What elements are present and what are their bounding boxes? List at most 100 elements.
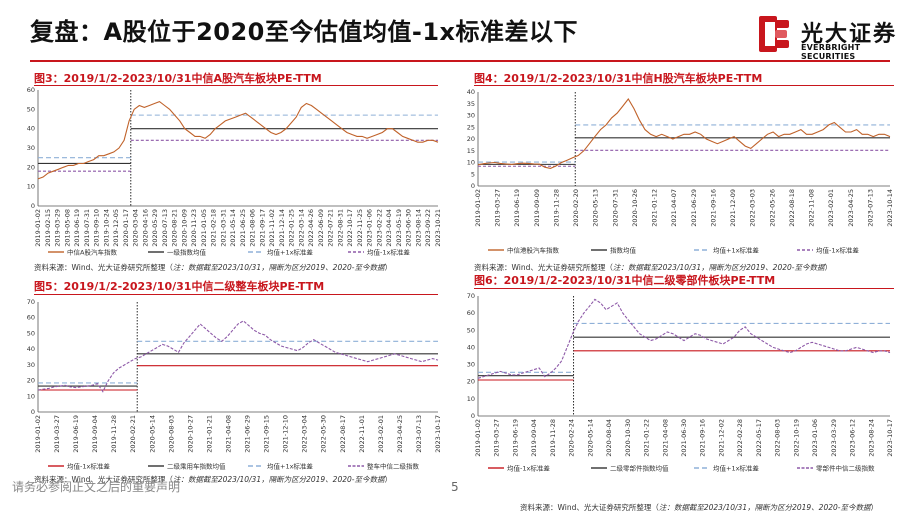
x-tick-label: 2022-10-17 bbox=[346, 209, 354, 247]
page-number: 5 bbox=[451, 480, 459, 494]
x-tick-label: 2019-09-04 bbox=[91, 415, 99, 453]
x-tick-label: 2023-10-14 bbox=[886, 189, 894, 227]
x-tick-label: 2019-10-24 bbox=[102, 209, 110, 247]
x-tick-label: 2019-11-28 bbox=[552, 189, 560, 227]
brand-logo: 光大证券 EVERBRIGHT SECURITIES bbox=[757, 14, 917, 61]
legend-label: 均值+1x标准差 bbox=[267, 462, 313, 471]
legend-label: 一级指数均值 bbox=[167, 248, 207, 257]
y-tick-label: 0 bbox=[471, 182, 475, 190]
figure-4-underline bbox=[474, 85, 894, 86]
x-tick-label: 2021-09-15 bbox=[263, 415, 271, 453]
x-tick-label: 2021-03-31 bbox=[219, 209, 227, 247]
x-tick-label: 2023-08-14 bbox=[414, 209, 422, 247]
x-tick-label: 2020-03-04 bbox=[132, 209, 140, 247]
x-tick-label: 2021-01-21 bbox=[205, 415, 213, 453]
x-tick-label: 2021-09-16 bbox=[699, 419, 707, 457]
x-tick-label: 2021-04-08 bbox=[661, 419, 669, 457]
legend-label: 均值-1x标准差 bbox=[507, 464, 550, 473]
x-tick-label: 2020-05-14 bbox=[148, 415, 156, 453]
y-tick-label: 30 bbox=[27, 361, 35, 369]
everbright-logo-icon bbox=[759, 16, 789, 52]
x-tick-label: 2021-09-17 bbox=[258, 209, 266, 247]
x-tick-label: 2020-10-26 bbox=[631, 189, 639, 227]
y-tick-label: 0 bbox=[31, 202, 35, 210]
y-tick-label: 20 bbox=[467, 378, 475, 386]
figure-5-underline bbox=[34, 294, 438, 295]
x-tick-label: 2022-11-08 bbox=[808, 189, 816, 227]
legend-label: 指数均值 bbox=[610, 246, 637, 255]
x-tick-label: 2023-02-01 bbox=[827, 189, 835, 227]
y-tick-label: 10 bbox=[467, 395, 475, 403]
legend-label: 均值-1x标准差 bbox=[367, 248, 410, 257]
disclaimer-text: 请务必参阅正文之后的重要声明 bbox=[12, 480, 181, 494]
x-tick-label: 2023-06-30 bbox=[405, 209, 413, 247]
x-tick-label: 2020-07-13 bbox=[161, 209, 169, 247]
x-tick-label: 2021-01-12 bbox=[651, 189, 659, 227]
legend-label: 均值+1x标准差 bbox=[713, 464, 759, 473]
legend-label: 均值+1x标准差 bbox=[267, 248, 313, 257]
x-tick-label: 2021-12-09 bbox=[729, 189, 737, 227]
x-tick-label: 2020-11-23 bbox=[190, 209, 198, 247]
x-tick-label: 2022-04-26 bbox=[307, 209, 315, 247]
figure-6-underline bbox=[474, 288, 894, 289]
y-tick-label: 10 bbox=[27, 183, 35, 191]
x-tick-label: 2021-08-06 bbox=[249, 209, 257, 247]
main-series-line bbox=[37, 100, 439, 180]
x-tick-label: 2021-06-25 bbox=[239, 209, 247, 247]
x-tick-label: 2019-01-02 bbox=[474, 419, 482, 457]
x-tick-label: 2021-11-02 bbox=[268, 209, 276, 247]
x-tick-label: 2019-06-19 bbox=[511, 419, 519, 457]
figure-6-source: 资料来源：Wind、光大证券研究所整理（注：数据截至2023/10/31，隔断为… bbox=[520, 503, 878, 512]
legend-label: 中信A股汽车指数 bbox=[67, 248, 117, 257]
figure-5-chart: 0 10 20 30 40 50 60 70 2019-01-02 2019-03-27 2019-… bbox=[27, 298, 442, 471]
x-tick-label: 2022-10-19 bbox=[792, 419, 800, 457]
figure-5-source: 资料来源：Wind、光大证券研究所整理（注：数据截至2023/10/31，隔断为… bbox=[34, 475, 392, 484]
x-tick-label: 2023-02-22 bbox=[375, 209, 383, 247]
x-tick-label: 2019-11-28 bbox=[549, 419, 557, 457]
y-tick-label: 35 bbox=[467, 100, 475, 108]
x-tick-label: 2019-09-10 bbox=[93, 209, 101, 247]
figure-6-title: 图6：2019/1/2-2023/10/31中信二级零部件板块PE-TTM bbox=[474, 274, 776, 287]
figure-4-chart: 0 5 10 15 20 25 30 35 40 2019-01-02 2019-03-27 2019… bbox=[467, 88, 894, 255]
x-tick-label: 2020-08-04 bbox=[605, 419, 613, 457]
x-tick-label: 2020-08-03 bbox=[167, 415, 175, 453]
legend-label: 均值-1x标准差 bbox=[67, 462, 110, 471]
x-tick-label: 2019-05-08 bbox=[63, 209, 71, 247]
x-tick-label: 2021-04-08 bbox=[224, 415, 232, 453]
x-tick-label: 2019-01-02 bbox=[34, 415, 42, 453]
x-tick-label: 2021-06-29 bbox=[690, 189, 698, 227]
x-tick-label: 2021-09-16 bbox=[709, 189, 717, 227]
x-tick-label: 2023-10-17 bbox=[886, 419, 894, 457]
y-tick-label: 30 bbox=[467, 361, 475, 369]
legend-label: 二级乘用车指数均值 bbox=[167, 462, 226, 471]
y-tick-label: 40 bbox=[467, 88, 475, 96]
x-tick-label: 2020-01-17 bbox=[122, 209, 130, 247]
x-tick-label: 2020-02-21 bbox=[129, 415, 137, 453]
legend-label: 二级零部件指数均值 bbox=[610, 464, 669, 473]
x-tick-label: 2021-06-29 bbox=[244, 415, 252, 453]
x-tick-label: 2023-03-29 bbox=[830, 419, 838, 457]
x-tick-label: 2023-04-25 bbox=[396, 415, 404, 453]
x-tick-label: 2022-08-31 bbox=[336, 209, 344, 247]
y-tick-label: 15 bbox=[467, 147, 475, 155]
x-tick-label: 2020-05-14 bbox=[586, 419, 594, 457]
y-tick-label: 25 bbox=[467, 123, 475, 131]
x-tick-label: 2019-06-19 bbox=[72, 415, 80, 453]
logo-text-en: EVERBRIGHT SECURITIES bbox=[801, 43, 861, 61]
x-tick-label: 2023-01-06 bbox=[366, 209, 374, 247]
y-tick-label: 40 bbox=[27, 125, 35, 133]
x-tick-label: 2022-07-21 bbox=[327, 209, 335, 247]
x-tick-label: 2019-07-31 bbox=[83, 209, 91, 247]
legend-label: 整车中信二级指数 bbox=[367, 462, 420, 471]
legend-label: 均值-1x标准差 bbox=[816, 246, 859, 255]
x-tick-label: 2020-04-16 bbox=[141, 209, 149, 247]
x-tick-label: 2022-02-28 bbox=[736, 419, 744, 457]
x-tick-label: 2019-09-09 bbox=[533, 189, 541, 227]
x-tick-label: 2020-07-31 bbox=[611, 189, 619, 227]
x-tick-label: 2022-03-03 bbox=[749, 189, 757, 227]
x-tick-label: 2023-06-12 bbox=[849, 419, 857, 457]
x-tick-label: 2022-05-17 bbox=[755, 419, 763, 457]
x-tick-label: 2021-01-22 bbox=[643, 419, 651, 457]
x-tick-label: 2019-06-19 bbox=[73, 209, 81, 247]
logo-text-cn: 光大证券 bbox=[801, 22, 898, 47]
